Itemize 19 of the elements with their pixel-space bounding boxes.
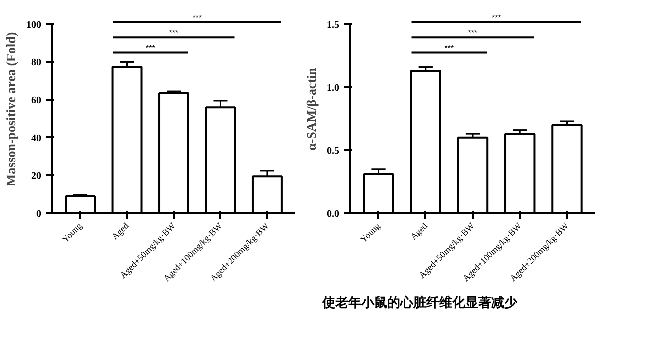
y-tick-label: 60 <box>32 96 42 107</box>
text: *** <box>492 14 502 23</box>
y-axis-title: α-SAM/β-actin <box>304 67 319 151</box>
y-axis-title: Masson-positive area (Fold) <box>4 32 18 187</box>
y-tick-label: 80 <box>32 58 42 69</box>
y-tick-label: 0 <box>36 209 42 220</box>
text: *** <box>192 14 202 23</box>
text: 使老年小鼠的心脏纤维化显著减少 <box>322 295 518 313</box>
y-tick-label: 40 <box>32 133 42 144</box>
y-tick-label: 0.5 <box>327 146 340 157</box>
annotation: *** <box>146 44 156 53</box>
y-tick-label: 100 <box>26 20 42 31</box>
y-tick-label: 1.5 <box>327 20 340 31</box>
y-tick-label: 20 <box>32 171 42 182</box>
y-tick-label: 0.0 <box>327 209 340 220</box>
annotation: *** <box>468 28 478 38</box>
annotation: *** <box>169 28 179 38</box>
y-tick-label: 1.0 <box>327 82 340 94</box>
annotation: *** <box>444 44 454 53</box>
